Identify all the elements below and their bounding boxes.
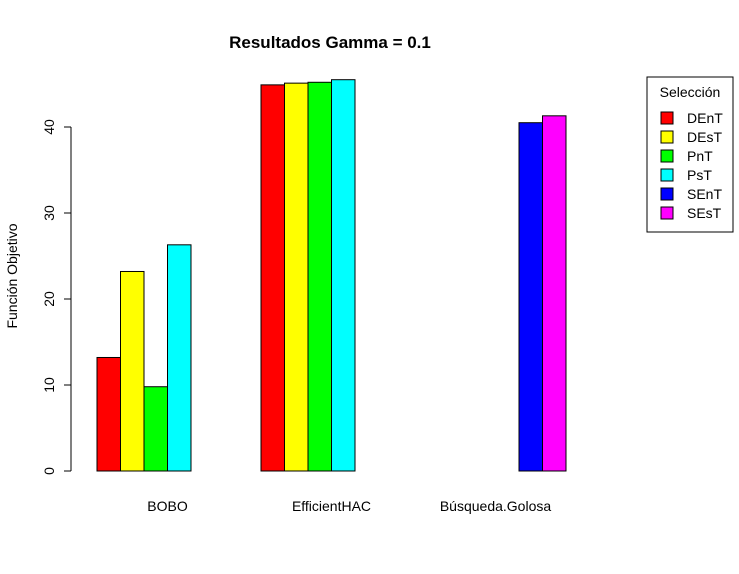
bar <box>120 270 145 472</box>
legend: Selección DEnT DEsT PnT PsT SEnT SEsT <box>646 76 734 233</box>
y-axis: 0 10 20 30 40 <box>41 119 72 475</box>
bar <box>331 79 356 472</box>
legend-label: SEnT <box>687 186 722 202</box>
y-tick-label: 40 <box>41 119 57 135</box>
legend-label: DEnT <box>687 110 723 126</box>
x-tick-label: Búsqueda.Golosa <box>440 498 552 514</box>
y-tick-label: 30 <box>41 205 57 221</box>
chart-title: Resultados Gamma = 0.1 <box>229 33 431 52</box>
bar <box>307 81 332 472</box>
bar <box>260 84 285 472</box>
legend-swatch <box>660 111 674 125</box>
x-tick-label: BOBO <box>147 498 188 514</box>
x-tick-label: EfficientHAC <box>292 498 371 514</box>
y-tick-label: 10 <box>41 377 57 393</box>
bar <box>143 386 168 472</box>
legend-swatch <box>660 130 674 144</box>
bar <box>542 115 567 472</box>
legend-swatch <box>660 168 674 182</box>
y-tick-label: 20 <box>41 291 57 307</box>
legend-label: PsT <box>687 167 712 183</box>
y-axis-label: Función Objetivo <box>4 223 20 328</box>
legend-label: DEsT <box>687 129 722 145</box>
legend-label: SEsT <box>687 205 722 221</box>
legend-swatch <box>660 187 674 201</box>
bar <box>518 122 543 472</box>
legend-label: PnT <box>687 148 713 164</box>
bar <box>284 82 309 472</box>
legend-swatch <box>660 149 674 163</box>
legend-swatch <box>660 206 674 220</box>
x-axis-labels: BOBO EfficientHAC Búsqueda.Golosa <box>147 498 551 514</box>
legend-title: Selección <box>660 84 721 100</box>
y-tick-label: 0 <box>41 467 57 475</box>
bar <box>96 356 121 472</box>
bars <box>96 79 567 472</box>
bar <box>167 244 192 472</box>
legend-items: DEnT DEsT PnT PsT SEnT SEsT <box>660 110 723 221</box>
